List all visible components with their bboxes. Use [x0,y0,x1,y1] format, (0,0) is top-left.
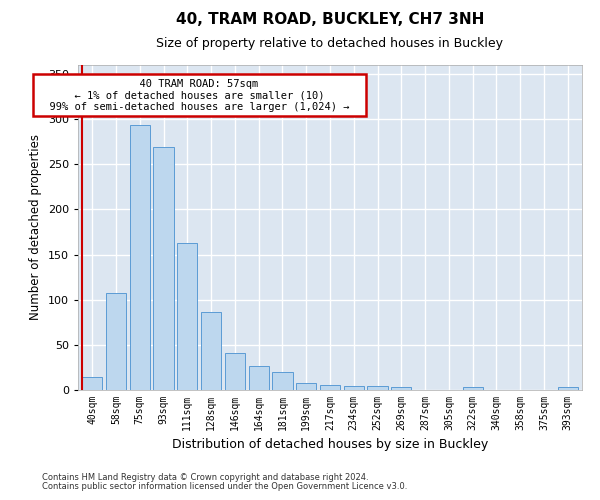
Bar [248,366,269,390]
Text: Size of property relative to detached houses in Buckley: Size of property relative to detached ho… [157,37,503,50]
Bar [177,243,197,390]
Bar [272,372,293,390]
Bar [463,388,483,390]
Text: Contains public sector information licensed under the Open Government Licence v3: Contains public sector information licen… [42,482,407,491]
Bar [344,386,364,390]
Text: Contains HM Land Registry data © Crown copyright and database right 2024.: Contains HM Land Registry data © Crown c… [42,473,368,482]
Bar [106,292,126,390]
Bar [367,386,388,390]
X-axis label: Distribution of detached houses by size in Buckley: Distribution of detached houses by size … [172,438,488,452]
Bar [154,147,173,390]
Bar [130,126,150,390]
Bar [201,312,221,390]
Bar [557,388,578,390]
Bar [296,383,316,390]
Bar [391,388,412,390]
Bar [82,378,103,390]
Bar [225,353,245,390]
Y-axis label: Number of detached properties: Number of detached properties [29,134,42,320]
Text: 40 TRAM ROAD: 57sqm  
  ← 1% of detached houses are smaller (10)  
  99% of semi: 40 TRAM ROAD: 57sqm ← 1% of detached hou… [37,78,362,112]
Bar [320,384,340,390]
Text: 40, TRAM ROAD, BUCKLEY, CH7 3NH: 40, TRAM ROAD, BUCKLEY, CH7 3NH [176,12,484,28]
